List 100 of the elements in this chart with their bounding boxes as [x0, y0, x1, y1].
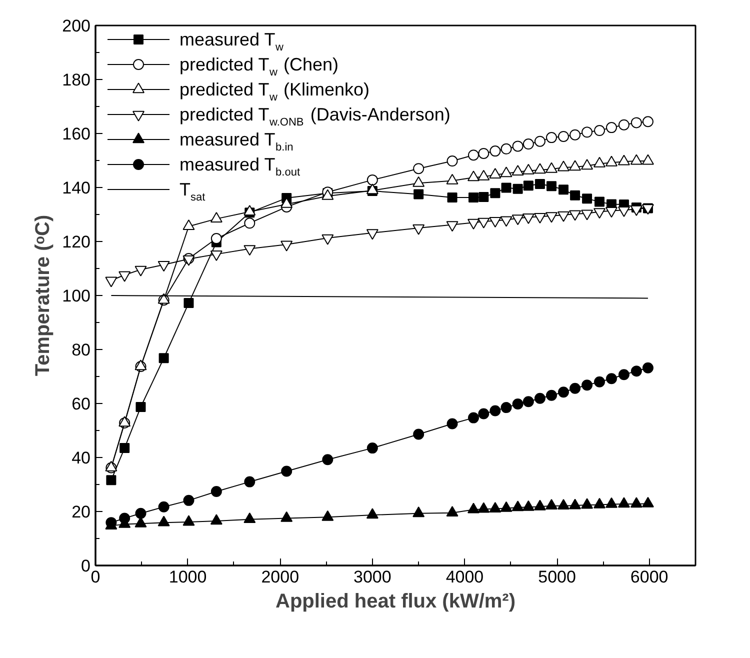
- y-tick-label: 180: [62, 70, 91, 90]
- point: [120, 443, 130, 454]
- point: [501, 182, 512, 193]
- point: [594, 125, 605, 136]
- point: [478, 192, 489, 202]
- point: [119, 512, 130, 524]
- point: [478, 148, 490, 159]
- x-axis-title: Applied heat flux (kW/m²): [276, 590, 516, 612]
- point: [413, 428, 424, 440]
- point: [512, 140, 524, 152]
- point: [546, 132, 557, 144]
- point: [446, 156, 458, 167]
- point: [642, 116, 654, 128]
- point: [468, 502, 480, 514]
- point: [158, 516, 170, 526]
- point: [570, 129, 581, 140]
- point: [534, 392, 546, 404]
- point: [618, 497, 630, 508]
- point: [642, 362, 654, 374]
- point: [500, 216, 512, 227]
- point: [134, 266, 147, 276]
- point: [522, 396, 534, 408]
- x-tick-label: 6000: [630, 568, 668, 586]
- point: [490, 188, 500, 198]
- y-tick-label: 20: [72, 502, 91, 522]
- point: [582, 380, 593, 391]
- point: [158, 501, 170, 512]
- point: [606, 373, 617, 384]
- point: [606, 122, 617, 134]
- point: [546, 212, 558, 223]
- point: [322, 454, 334, 466]
- point: [630, 366, 642, 377]
- point: [210, 233, 222, 244]
- point: [618, 369, 630, 380]
- point: [489, 502, 502, 512]
- point: [534, 212, 546, 224]
- point: [490, 405, 501, 416]
- point: [500, 402, 512, 414]
- point: [569, 210, 582, 221]
- point: [570, 190, 580, 200]
- point: [512, 398, 524, 410]
- point: [558, 184, 568, 195]
- point: [512, 500, 524, 512]
- point: [366, 508, 378, 519]
- y-tick-label: 60: [72, 394, 91, 414]
- x-tick-label: 5000: [538, 568, 576, 586]
- point: [414, 189, 424, 200]
- point: [594, 498, 606, 508]
- point: [512, 214, 524, 226]
- point: [642, 496, 654, 508]
- point: [184, 298, 194, 308]
- point: [468, 218, 480, 230]
- point: [106, 475, 116, 486]
- point: [546, 498, 558, 510]
- point: [366, 442, 378, 454]
- point: [413, 163, 424, 174]
- point: [546, 390, 557, 401]
- point: [478, 408, 490, 420]
- point: [558, 130, 569, 142]
- y-tick-label: 40: [72, 448, 91, 468]
- point: [183, 494, 194, 506]
- point: [366, 229, 378, 240]
- point: [594, 208, 606, 219]
- point: [522, 500, 534, 511]
- point: [618, 119, 630, 130]
- point: [523, 180, 534, 191]
- point: [244, 476, 256, 488]
- point: [412, 224, 425, 235]
- point: [594, 376, 605, 388]
- point: [158, 353, 169, 364]
- point: [182, 515, 195, 526]
- point: [630, 205, 642, 216]
- point: [534, 136, 546, 147]
- point: [582, 126, 593, 138]
- point: [468, 412, 479, 424]
- point: [490, 146, 501, 157]
- point: [522, 138, 534, 150]
- point: [558, 498, 570, 510]
- point: [366, 174, 378, 186]
- y-tick-label: 120: [62, 232, 91, 252]
- point: [582, 194, 592, 204]
- point: [478, 502, 490, 513]
- point: [630, 497, 642, 508]
- point: [210, 514, 222, 525]
- point: [534, 500, 546, 510]
- point: [558, 386, 569, 398]
- point: [136, 402, 146, 412]
- point: [570, 382, 581, 394]
- point: [447, 192, 458, 202]
- point: [478, 218, 490, 228]
- point: [512, 184, 523, 194]
- y-tick-label: 160: [62, 124, 91, 144]
- point: [500, 143, 512, 154]
- y-tick-label: 100: [62, 286, 91, 306]
- point: [412, 506, 425, 518]
- point: [244, 512, 256, 524]
- point: [446, 418, 458, 430]
- point: [468, 192, 478, 202]
- point: [606, 497, 618, 508]
- point: [281, 466, 292, 477]
